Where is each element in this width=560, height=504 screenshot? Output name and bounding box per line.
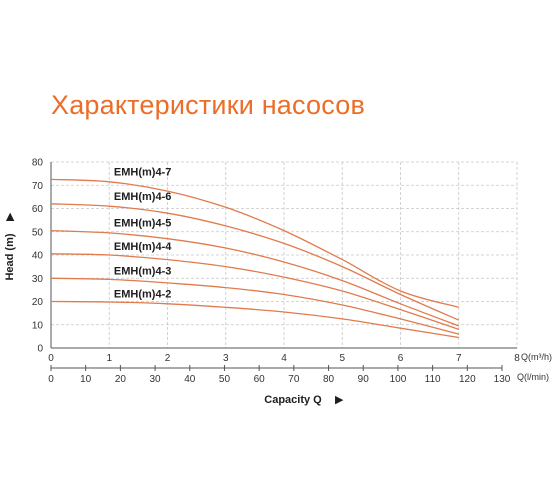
x-tick-label: 3	[223, 353, 229, 364]
secondary-x-axis: 0 10 20 30 40 50 60 70 80 90 100 110 120 130	[48, 365, 511, 385]
x-axis-title: Capacity Q	[264, 394, 322, 406]
axes	[50, 162, 517, 349]
curve-emh-m-4-6	[50, 203, 460, 321]
series-label: EMH(m)4-5	[114, 218, 171, 230]
secondary-x-tick-label: 100	[390, 374, 407, 385]
y-tick-label: 40	[32, 251, 44, 262]
y-tick-label: 10	[32, 320, 44, 331]
secondary-x-tick-label: 20	[115, 374, 127, 385]
secondary-x-tick-label: 40	[184, 374, 196, 385]
curve-emh-m-4-5	[50, 229, 460, 327]
y-tick-label: 20	[32, 297, 44, 308]
secondary-x-tick-label: 30	[150, 374, 162, 385]
secondary-x-tick-label: 0	[48, 374, 54, 385]
series-labels: EMH(m)4-7 EMH(m)4-6 EMH(m)4-5 EMH(m)4-4 EMH(…	[114, 166, 172, 300]
secondary-x-tick-label: 50	[219, 374, 231, 385]
x-tick-label: 2	[165, 353, 171, 364]
y-tick-label: 70	[32, 181, 44, 192]
secondary-x-tick-label: 10	[80, 374, 92, 385]
y-tick-label: 30	[32, 274, 44, 285]
x-tick-label: 6	[398, 353, 404, 364]
series-label: EMH(m)4-3	[114, 265, 171, 277]
y-tick-label: 80	[32, 158, 44, 169]
y-tick-labels: 0 10 20 30 40 50 60 70 80	[32, 158, 44, 355]
grid-lines	[51, 161, 518, 348]
secondary-x-tick-label: 90	[358, 374, 370, 385]
x-tick-label: 8	[514, 353, 520, 364]
series-label: EMH(m)4-7	[114, 166, 171, 178]
y-axis-title: Head (m) ▶	[4, 212, 16, 281]
y-tick-label: 0	[37, 344, 43, 355]
series-label: EMH(m)4-2	[114, 289, 171, 301]
secondary-x-tick-label: 110	[425, 374, 441, 385]
x-axis-unit-m3h: Q(m³/h)	[521, 352, 552, 362]
secondary-x-tick-label: 60	[254, 374, 266, 385]
series-label: EMH(m)4-6	[114, 191, 171, 203]
x-axis-unit-lmin: Q(l/min)	[517, 372, 549, 382]
x-tick-label: 5	[339, 353, 345, 364]
x-tick-label: 4	[281, 353, 287, 364]
y-tick-label: 50	[32, 227, 44, 238]
curve-emh-m-4-7	[50, 178, 459, 308]
secondary-x-tick-label: 70	[288, 374, 300, 385]
curve-emh-m-4-3	[50, 277, 459, 335]
y-axis-arrow-icon: ▶	[4, 212, 16, 221]
pump-curves	[50, 178, 460, 339]
series-label: EMH(m)4-4	[114, 241, 172, 253]
page-title: Характеристики насосов	[51, 90, 366, 120]
curve-emh-m-4-4	[50, 253, 460, 331]
secondary-x-tick-label: 130	[494, 374, 511, 385]
y-tick-label: 60	[32, 204, 44, 215]
x-tick-labels-m3h: 0 1 2 3 4 5 6 7 8	[48, 353, 520, 364]
x-tick-label: 7	[456, 353, 462, 364]
curve-emh-m-4-2	[50, 300, 459, 339]
y-axis-title-text: Head (m)	[4, 233, 16, 280]
secondary-x-tick-label: 80	[323, 374, 335, 385]
x-tick-label: 0	[48, 353, 54, 364]
x-tick-label: 1	[106, 353, 112, 364]
x-axis-arrow-icon: ▶	[335, 394, 344, 406]
secondary-x-tick-label: 120	[459, 374, 476, 385]
